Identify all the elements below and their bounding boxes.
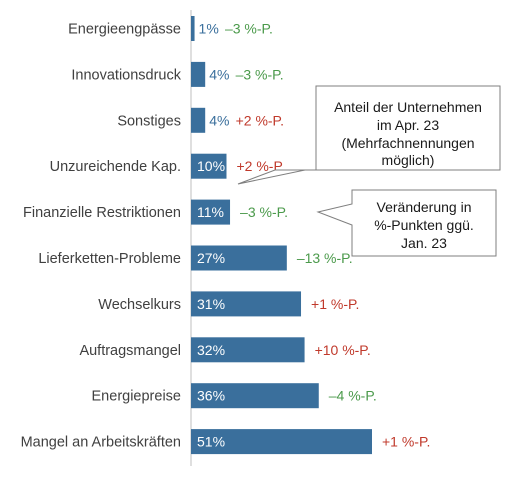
bar (191, 245, 287, 271)
callout-change-line-1: Veränderung in (377, 199, 472, 215)
callout-change-line-3: Jan. 23 (401, 235, 447, 251)
category-labels: Energieengpässe Innovationsdruck Sonstiges… (21, 22, 182, 451)
change-label: –3 %-P. (236, 66, 284, 82)
bar (191, 337, 305, 363)
change-label: +2 %-P. (236, 158, 284, 174)
callout-share-shape (237, 85, 501, 185)
bar (191, 429, 372, 455)
change-label: +1 %-P. (382, 434, 430, 450)
bar (191, 153, 227, 179)
value-label: 27% (197, 250, 225, 266)
value-label: 4% (209, 112, 229, 128)
callout-change-shape (316, 189, 497, 257)
value-labels: 1% 4% 4% 10% 11% 27% 31% 32% 36% 51% (197, 21, 229, 450)
bar (191, 61, 206, 87)
bars (191, 16, 372, 455)
category-label: Lieferketten-Probleme (38, 251, 181, 267)
category-label: Auftragsmangel (79, 343, 181, 359)
callout-share: Anteil der Unternehmen im Apr. 23 (Mehrf… (237, 85, 501, 185)
category-label: Sonstiges (117, 113, 181, 129)
value-label: 31% (197, 296, 225, 312)
value-label: 36% (197, 388, 225, 404)
bar (191, 16, 195, 41)
value-label: 10% (197, 158, 225, 174)
category-label: Unzureichende Kap. (50, 159, 181, 175)
change-label: –3 %-P. (225, 21, 273, 37)
change-label: +2 %-P. (236, 112, 284, 128)
change-label: –3 %-P. (240, 204, 288, 220)
callout-change: Veränderung in %-Punkten ggü. Jan. 23 (316, 189, 497, 257)
change-label: –13 %-P. (297, 250, 353, 266)
change-labels: –3 %-P. –3 %-P. +2 %-P. +2 %-P. –3 %-P. –13 %… (225, 21, 430, 450)
category-label: Energieengpässe (68, 22, 181, 38)
value-label: 51% (197, 434, 225, 450)
bar (191, 199, 231, 225)
change-label: –4 %-P. (329, 388, 377, 404)
callout-change-line-2: %-Punkten ggü. (374, 217, 474, 233)
callout-share-line-2: im Apr. 23 (377, 117, 439, 133)
callout-share-line-3: (Mehrfachnennungen (341, 135, 474, 151)
category-label: Finanzielle Restriktionen (23, 205, 181, 221)
category-label: Mangel an Arbeitskräften (21, 435, 181, 451)
bar (191, 107, 206, 133)
category-label: Innovationsdruck (71, 67, 181, 83)
value-label: 1% (199, 21, 219, 37)
change-label: +1 %-P. (311, 296, 359, 312)
category-label: Wechselkurs (98, 297, 181, 313)
value-label: 32% (197, 342, 225, 358)
bar (191, 291, 302, 317)
callout-share-line-4: möglich) (382, 152, 435, 168)
callout-share-line-1: Anteil der Unternehmen (334, 99, 482, 115)
value-label: 11% (197, 204, 224, 220)
bar (191, 383, 319, 409)
change-label: +10 %-P. (315, 342, 371, 358)
value-label: 4% (209, 66, 229, 82)
category-label: Energiepreise (92, 389, 181, 405)
